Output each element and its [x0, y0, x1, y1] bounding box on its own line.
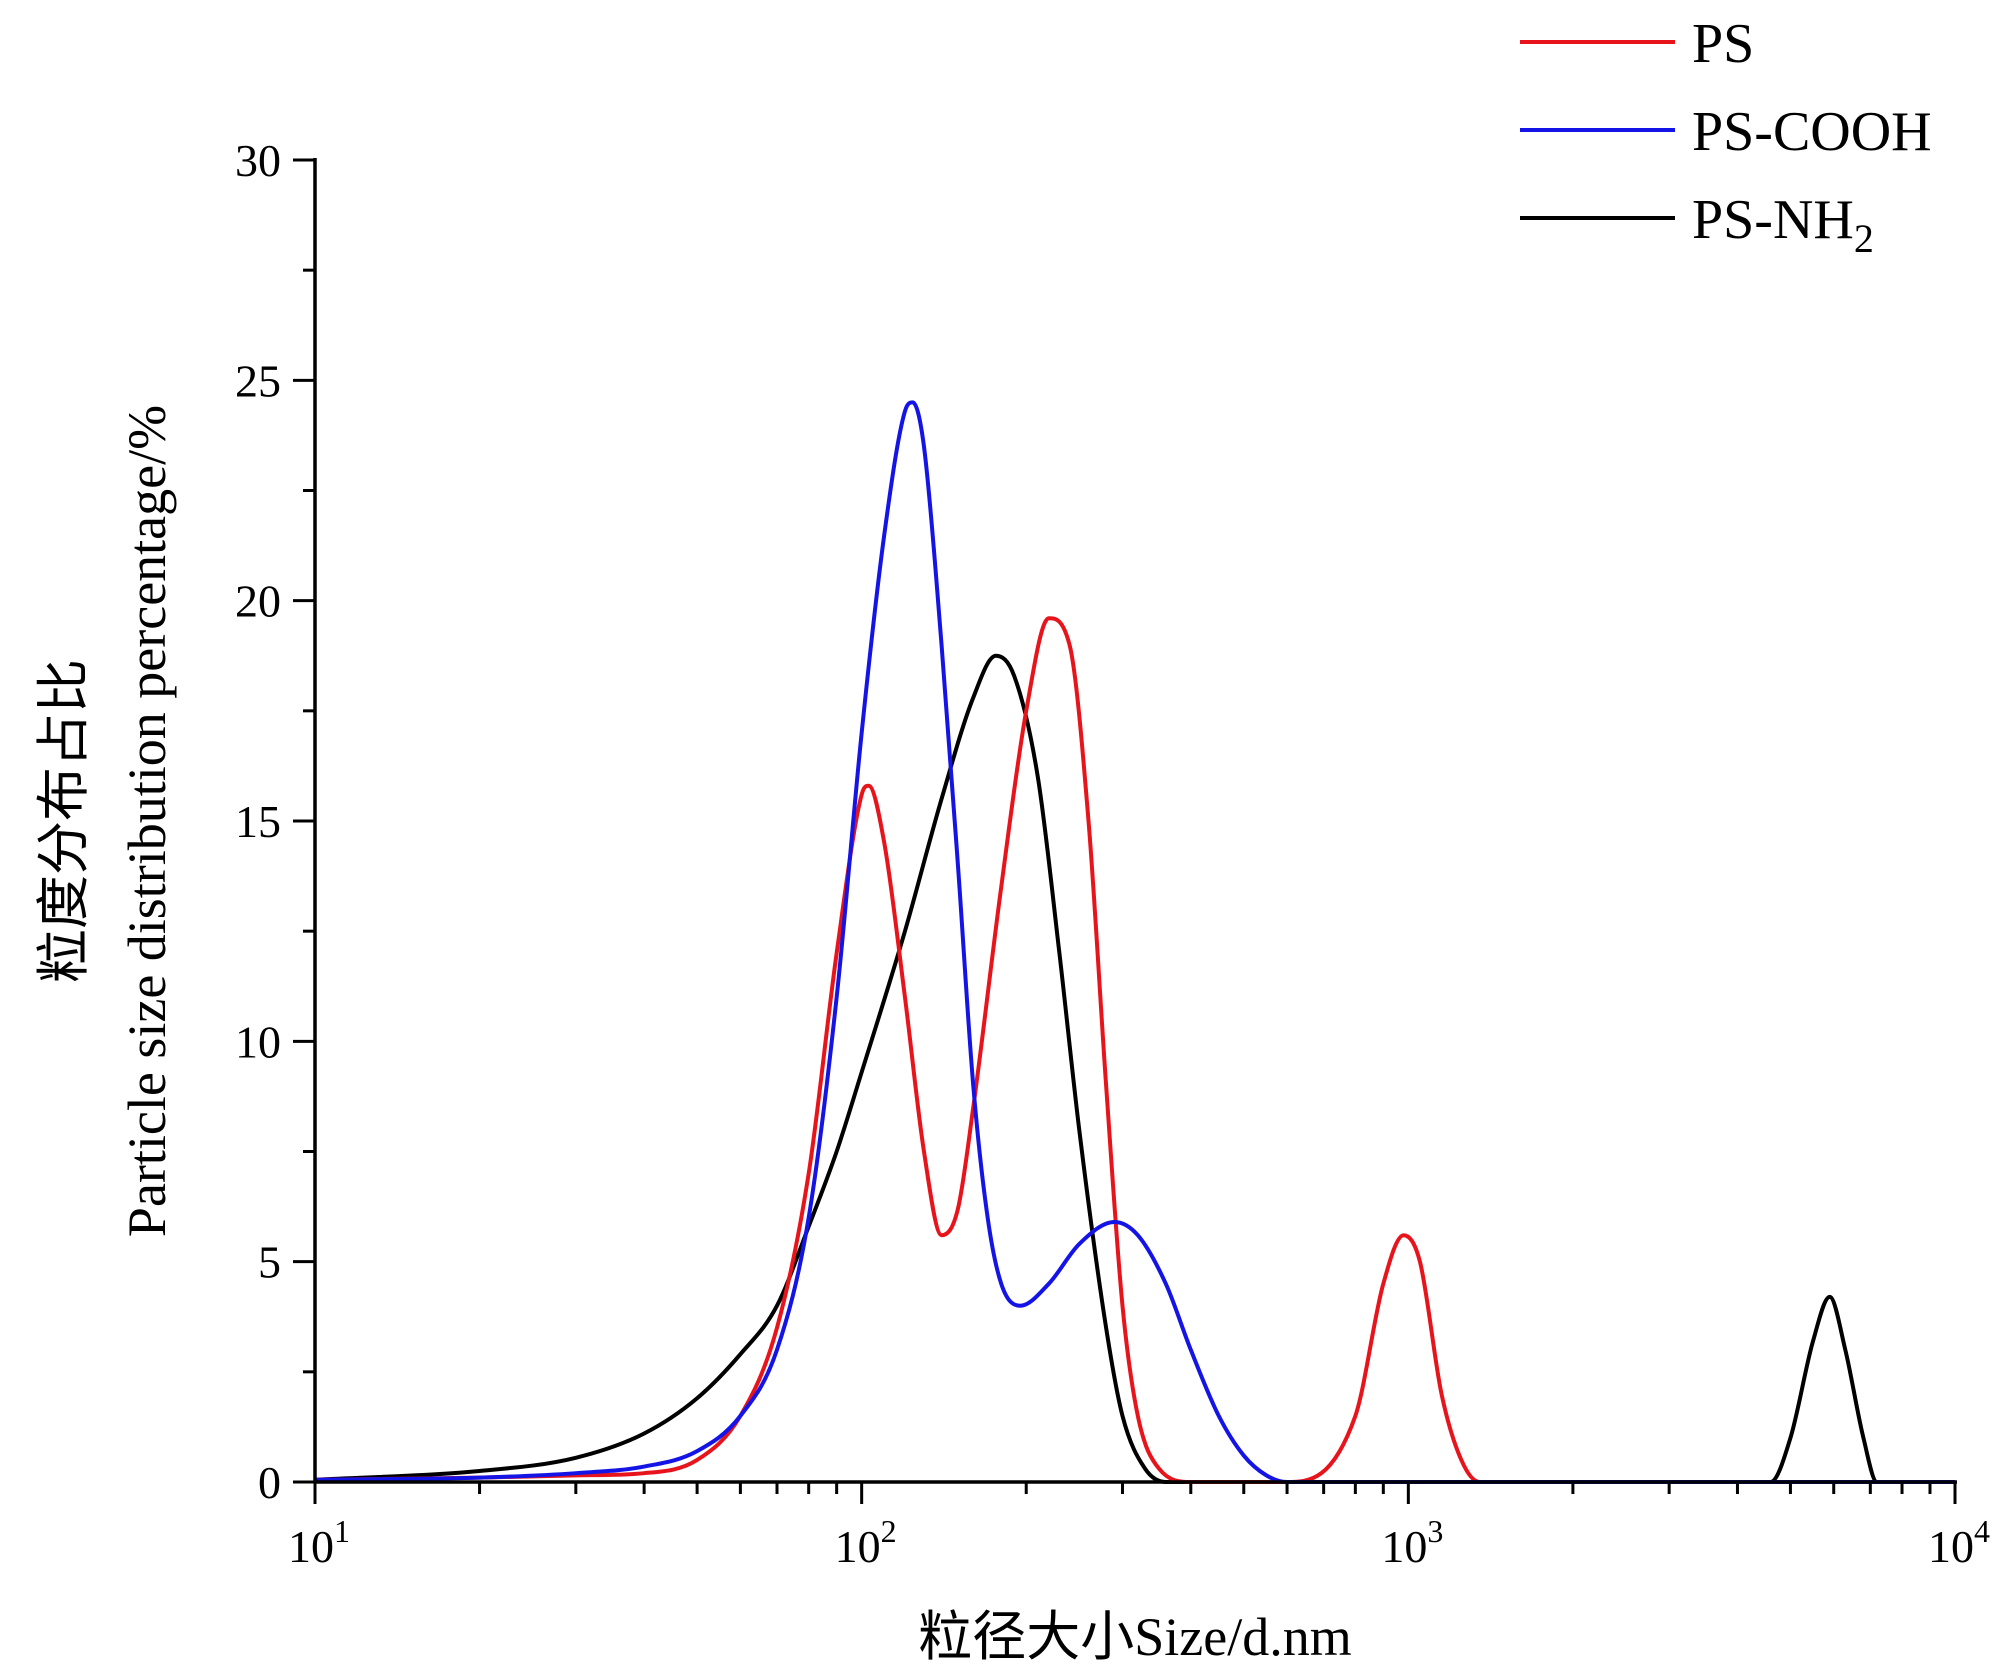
- series-line-ps: [314, 616, 1955, 1485]
- x-tick-label: 102: [835, 1513, 897, 1572]
- y-tick-label: 5: [258, 1237, 281, 1288]
- legend-label: PS-NH2: [1692, 189, 1874, 261]
- series-line-ps-cooh: [314, 400, 1955, 1485]
- x-tick-label: 104: [1928, 1513, 1990, 1572]
- y-axis-title-chinese: 粒度分布占比: [34, 659, 94, 983]
- legend: PS PS-COOH PS-NH2: [1520, 13, 1932, 261]
- x-tick-label: 103: [1381, 1513, 1443, 1572]
- x-tick-label: 101: [288, 1513, 350, 1572]
- y-tick-label: 20: [235, 576, 281, 627]
- x-axis-title: 粒径大小Size/d.nm: [918, 1607, 1351, 1667]
- y-tick-label: 0: [258, 1457, 281, 1508]
- plot-area: [314, 400, 1955, 1485]
- axes: 0 5 10 15 20 25 30 101 102 103 104 粒径大小Size/d.nm 粒度分…: [34, 135, 1990, 1667]
- y-tick-label: 25: [235, 355, 281, 406]
- y-axis-title: Particle size distribution percentage/%: [117, 405, 177, 1237]
- y-tick-label: 10: [235, 1016, 281, 1067]
- legend-label: PS: [1692, 13, 1754, 75]
- y-tick-label: 30: [235, 135, 281, 186]
- y-tick-label: 15: [235, 796, 281, 847]
- series-line-ps-nh-: [314, 653, 1955, 1485]
- legend-label: PS-COOH: [1692, 101, 1932, 163]
